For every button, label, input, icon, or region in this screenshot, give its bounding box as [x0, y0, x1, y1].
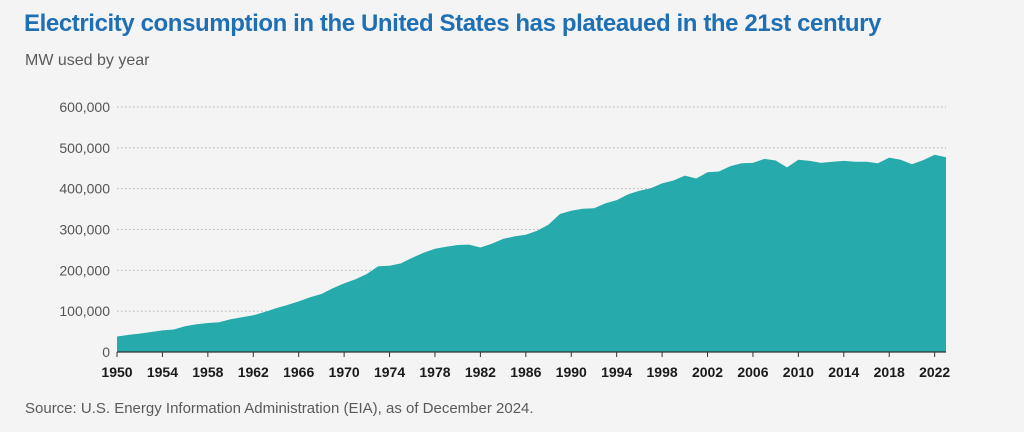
x-tick-label: 1978	[419, 364, 450, 380]
x-tick-label: 1970	[329, 364, 360, 380]
x-tick-label: 1990	[556, 364, 587, 380]
chart-subtitle: MW used by year	[25, 52, 150, 69]
x-tick-label: 1958	[192, 364, 223, 380]
x-tick-label: 1966	[283, 364, 314, 380]
x-tick-label: 1982	[465, 364, 496, 380]
y-tick-label: 200,000	[59, 262, 110, 278]
x-tick-label: 2002	[692, 364, 723, 380]
x-tick-label: 2006	[737, 364, 768, 380]
area-series	[117, 154, 946, 352]
x-tick-label: 1954	[147, 364, 178, 380]
y-tick-label: 500,000	[59, 140, 110, 156]
x-tick-label: 1950	[101, 364, 132, 380]
x-tick-label: 2010	[783, 364, 814, 380]
source-note: Source: U.S. Energy Information Administ…	[25, 400, 534, 417]
x-tick-label: 2014	[828, 364, 859, 380]
x-tick-label: 1986	[510, 364, 541, 380]
y-tick-label: 100,000	[59, 303, 110, 319]
chart-title: Electricity consumption in the United St…	[24, 10, 881, 37]
x-tick-label: 2018	[874, 364, 905, 380]
y-tick-label: 300,000	[59, 222, 110, 238]
x-tick-label: 1962	[238, 364, 269, 380]
y-tick-label: 400,000	[59, 181, 110, 197]
x-tick-label: 1998	[647, 364, 678, 380]
x-tick-label: 2022	[919, 364, 950, 380]
y-tick-label: 600,000	[59, 99, 110, 115]
x-tick-label: 1994	[601, 364, 632, 380]
x-tick-label: 1974	[374, 364, 405, 380]
y-tick-label: 0	[102, 344, 110, 360]
